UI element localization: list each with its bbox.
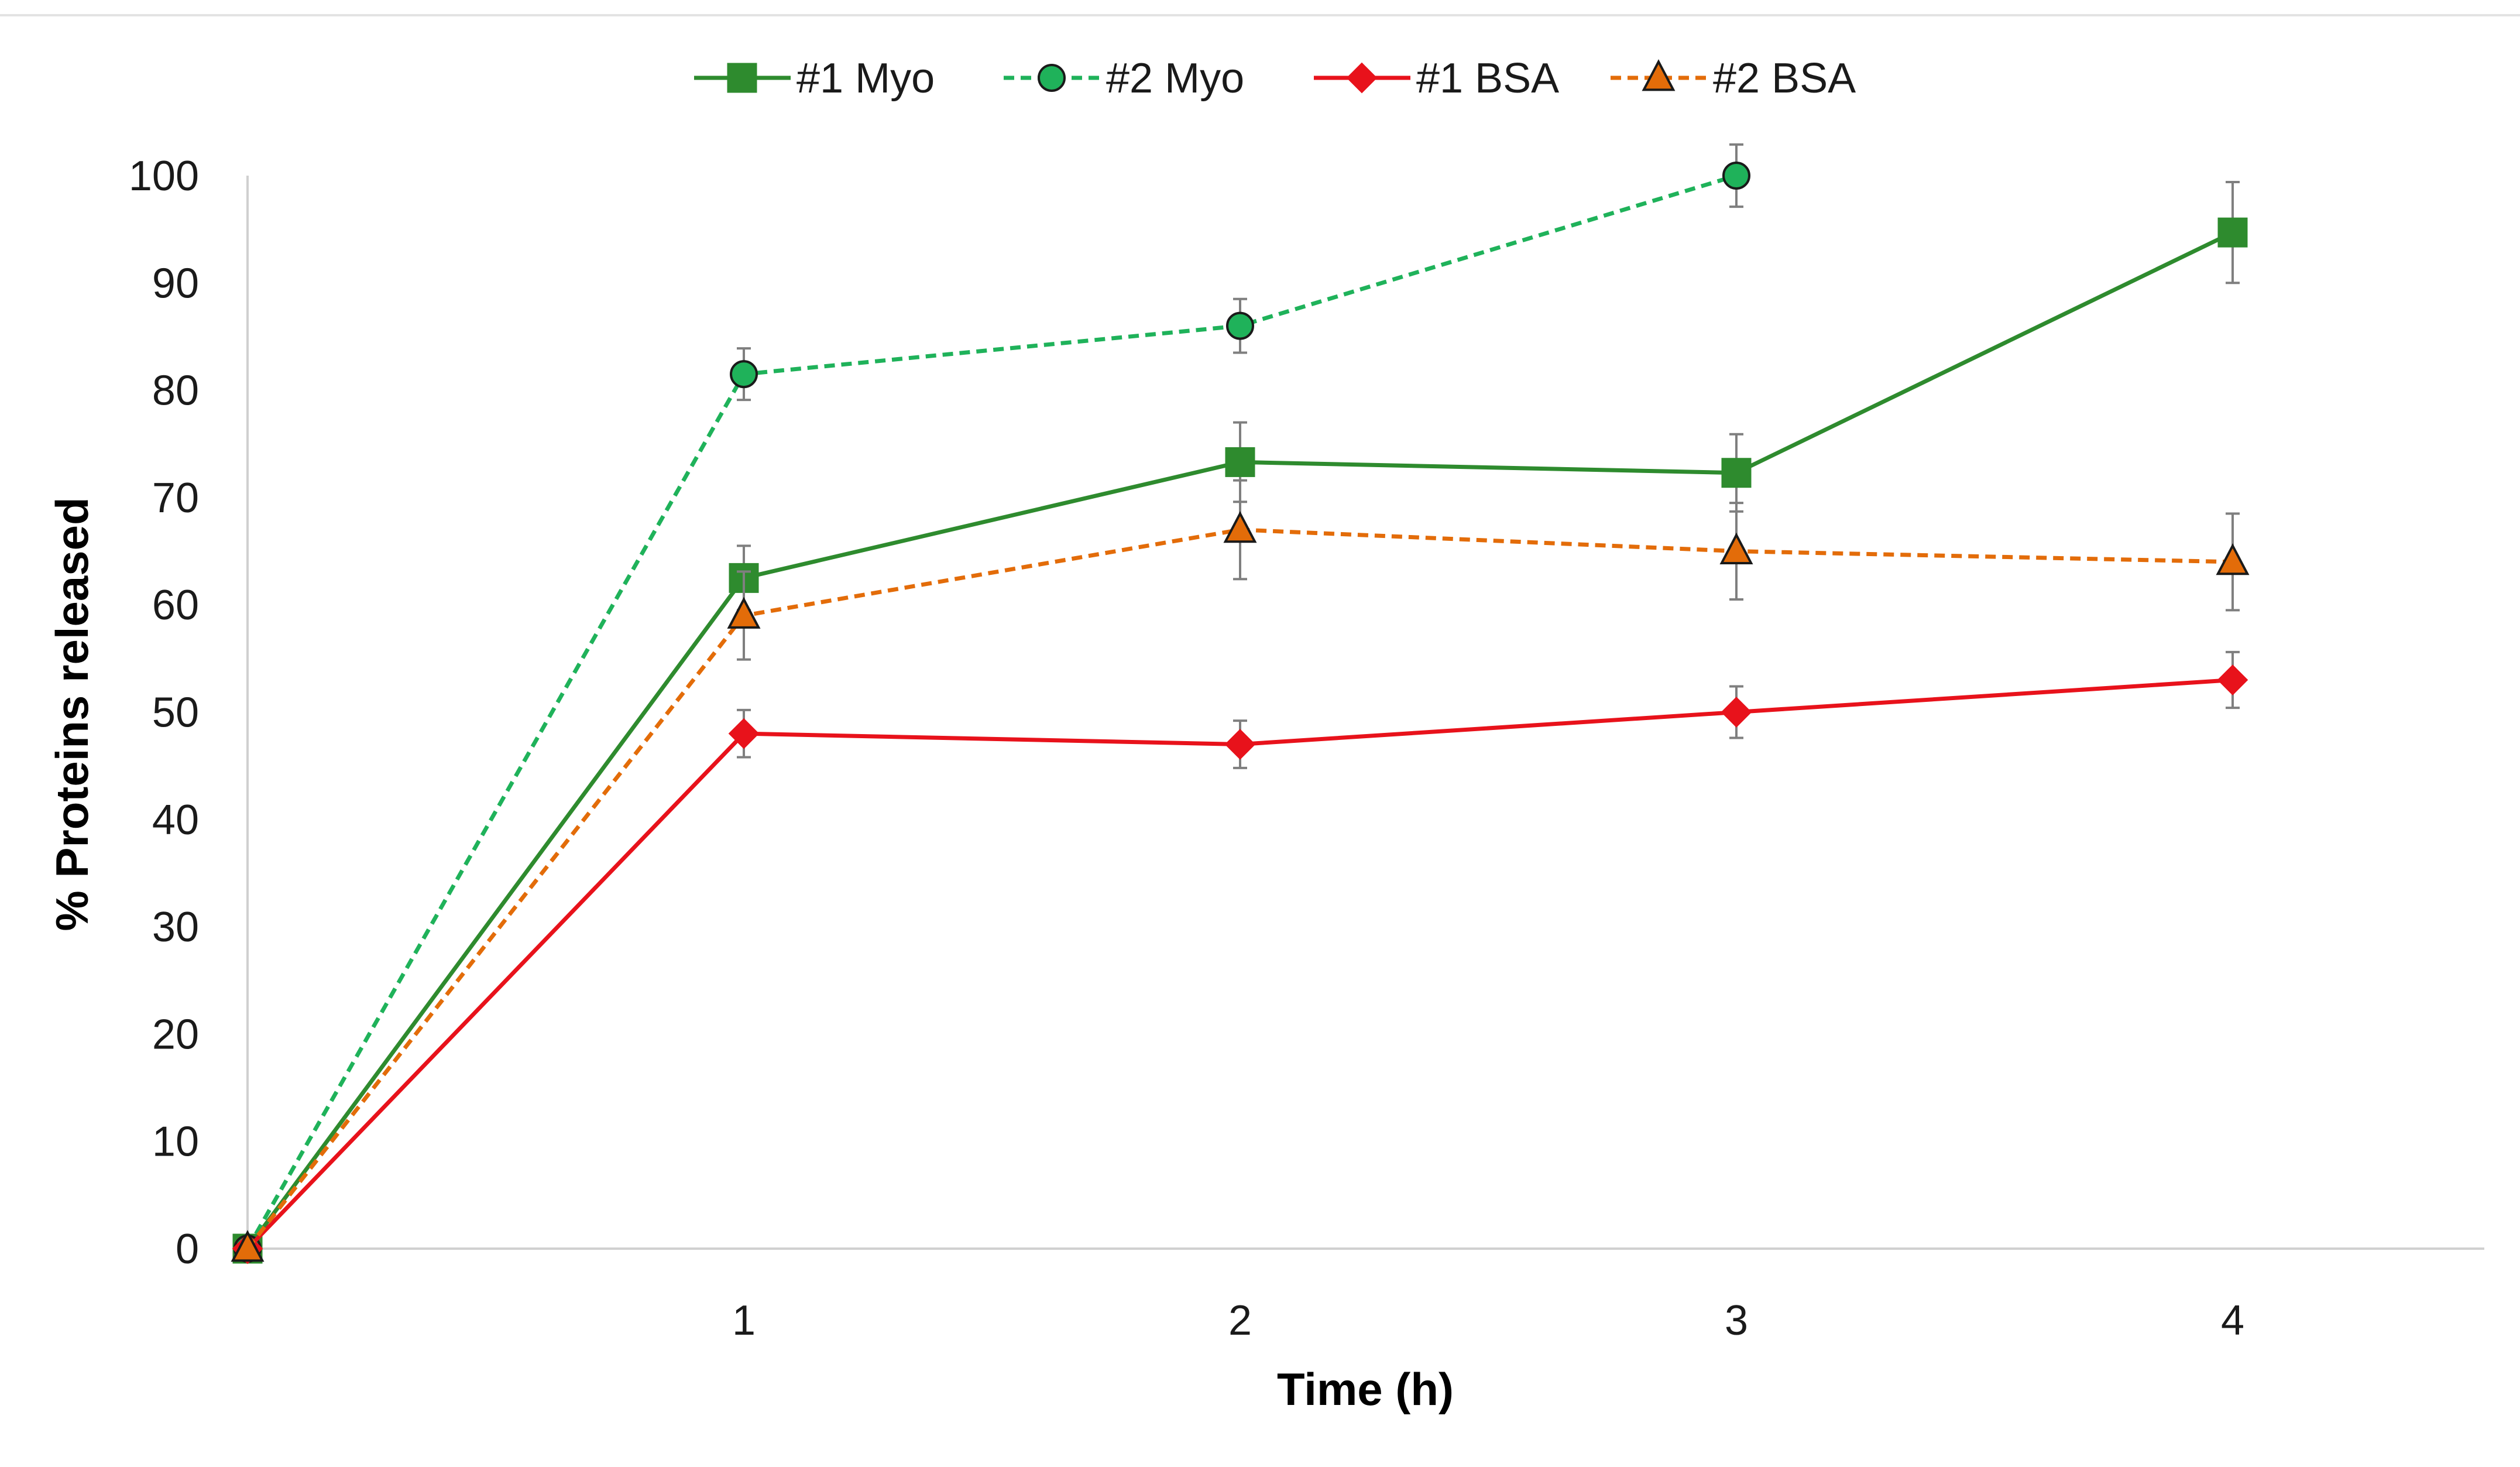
y-tick-label: 10 [152, 1119, 199, 1166]
data-point [1722, 162, 1750, 190]
data-point [728, 718, 760, 749]
y-axis-title: % Proteins released [46, 497, 98, 931]
x-tick-label: 1 [732, 1297, 756, 1344]
data-point [1642, 59, 1676, 91]
x-tick-label: 4 [2221, 1297, 2244, 1344]
data-point [1224, 729, 1256, 760]
x-tick-label: 3 [1725, 1297, 1748, 1344]
data-point [2216, 543, 2250, 575]
data-point [1038, 64, 1066, 92]
data-point [727, 63, 757, 93]
y-axis-ticks: 0 10 20 30 40 50 60 70 80 90 100 [129, 153, 199, 1273]
y-tick-label: 100 [129, 153, 199, 200]
data-point [1719, 532, 1753, 564]
y-tick-label: 30 [152, 904, 199, 951]
data-point [1223, 510, 1257, 543]
series-n2-myo [234, 143, 1750, 1263]
legend-item-n2-myo: #2 Myo [1004, 55, 1244, 102]
y-tick-label: 80 [152, 368, 199, 414]
y-tick-label: 0 [176, 1226, 199, 1273]
y-tick-label: 70 [152, 475, 199, 522]
y-tick-label: 40 [152, 797, 199, 844]
y-tick-label: 20 [152, 1011, 199, 1058]
series-n2-bsa [231, 479, 2250, 1262]
legend-label: #1 Myo [796, 55, 935, 102]
data-point [727, 597, 761, 629]
y-tick-label: 90 [152, 260, 199, 307]
series-layer [231, 143, 2250, 1264]
data-point [231, 1230, 265, 1262]
data-point [1721, 458, 1752, 488]
legend-item-n2-bsa: #2 BSA [1611, 55, 1856, 102]
series-n1-myo [232, 180, 2248, 1264]
data-point [730, 360, 758, 389]
legend: #1 Myo #2 Myo #1 BSA #2 BSA [694, 55, 1856, 102]
x-axis-title: Time (h) [1277, 1363, 1454, 1415]
data-point [1346, 62, 1378, 94]
legend-item-n1-bsa: #1 BSA [1314, 55, 1559, 102]
x-axis-ticks: 1 2 3 4 [732, 1297, 2244, 1344]
legend-label: #2 BSA [1713, 55, 1856, 102]
y-tick-label: 50 [152, 690, 199, 736]
data-point [1226, 311, 1254, 340]
series-line [245, 173, 1738, 1250]
legend-item-n1-myo: #1 Myo [694, 55, 935, 102]
data-point [1225, 447, 1255, 477]
axes [246, 176, 2484, 1250]
series-line [246, 527, 2233, 1250]
legend-label: #1 BSA [1416, 55, 1559, 102]
y-tick-label: 60 [152, 582, 199, 629]
data-point [1721, 697, 1752, 728]
legend-label: #2 Myo [1106, 55, 1244, 102]
x-tick-label: 2 [1228, 1297, 1252, 1344]
data-point [2217, 217, 2248, 248]
data-point [2217, 664, 2248, 695]
